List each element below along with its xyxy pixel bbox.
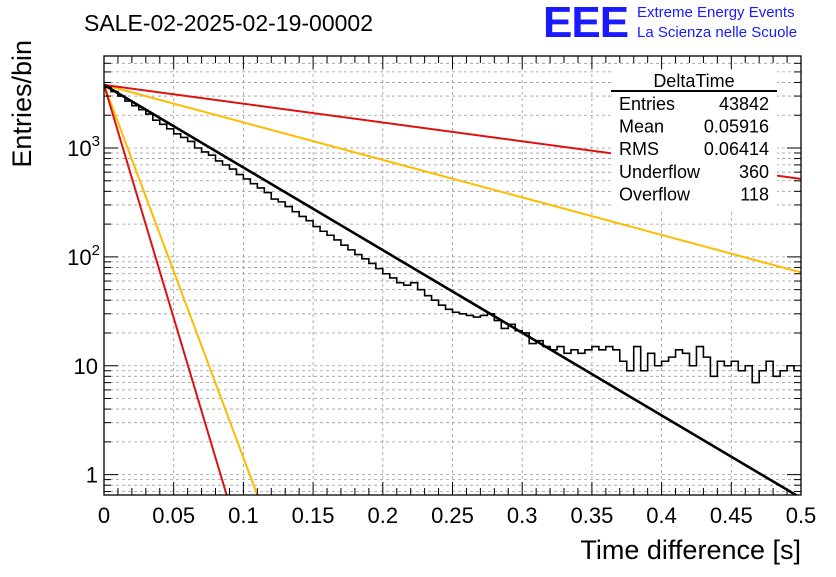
y-tick-label: 102 (67, 242, 100, 270)
y-tick-label: 1 (86, 463, 98, 488)
x-axis-title: Time difference [s] (580, 535, 801, 565)
x-tick-label: 0 (98, 503, 110, 528)
stats-row-value: 0.05916 (704, 117, 769, 137)
y-tick-label: 10 (74, 354, 98, 379)
x-tick-label: 0.1 (228, 503, 259, 528)
stats-row-value: 118 (740, 184, 769, 204)
stats-row-label: Mean (619, 117, 664, 137)
x-tick-label: 0.2 (368, 503, 399, 528)
stats-row-label: RMS (619, 139, 659, 159)
stats-row-value: 360 (739, 162, 769, 182)
x-tick-label: 0.3 (507, 503, 538, 528)
eee-logo: EEE (543, 0, 628, 48)
y-tick-label: 103 (67, 133, 100, 161)
x-tick-label: 0.45 (710, 503, 753, 528)
x-tick-label: 0.05 (152, 503, 195, 528)
logo-subtitle-line1: Extreme Energy Events (637, 4, 795, 21)
stats-row-label: Entries (619, 94, 675, 114)
x-tick-label: 0.15 (292, 503, 335, 528)
stats-title: DeltaTime (653, 71, 734, 91)
series-band_inner_fast (104, 85, 257, 495)
logo-subtitle-line2: La Scienza nelle Scuole (637, 24, 797, 41)
stats-row-label: Overflow (619, 184, 691, 204)
x-tick-label: 0.35 (570, 503, 613, 528)
stats-row-value: 43842 (719, 94, 769, 114)
stats-row-value: 0.06414 (704, 139, 769, 159)
x-tick-label: 0.5 (786, 503, 817, 528)
stats-box: DeltaTime Entries 43842 Mean 0.05916 RMS 0.064… (611, 70, 777, 210)
y-axis-title: Entries/bin (7, 40, 37, 168)
page-title: SALE-02-2025-02-19-00002 (84, 10, 373, 37)
stats-row-label: Underflow (619, 162, 701, 182)
x-tick-label: 0.25 (431, 503, 474, 528)
x-tick-label: 0.4 (646, 503, 677, 528)
